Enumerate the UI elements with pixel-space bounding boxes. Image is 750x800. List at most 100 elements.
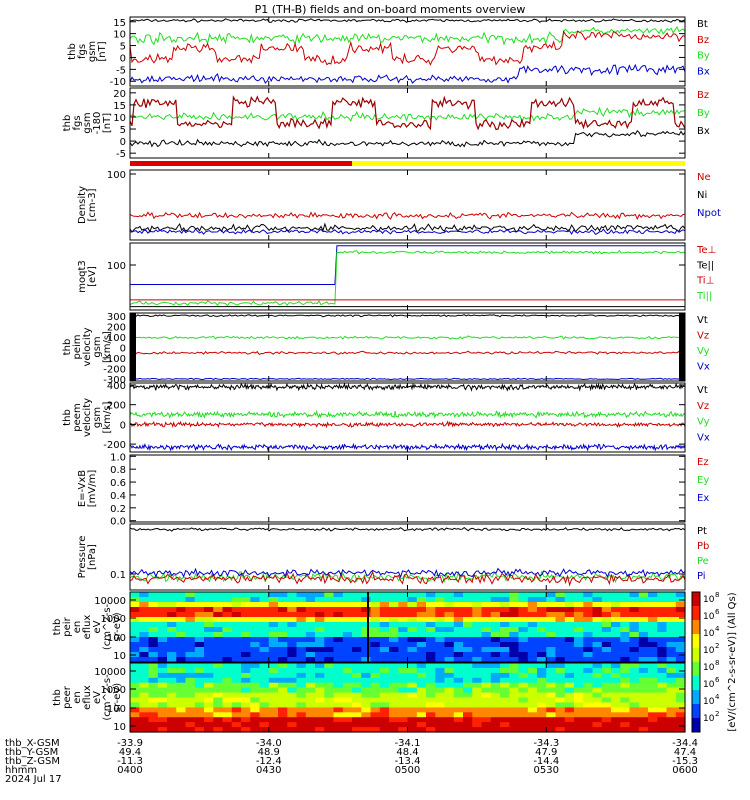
heat-cell — [453, 592, 464, 598]
heat-cell — [407, 663, 418, 669]
heat-cell — [370, 727, 381, 733]
heat-cell — [148, 612, 159, 618]
heat-cell — [435, 677, 446, 684]
heat-cell — [130, 722, 140, 728]
heat-cell — [629, 607, 640, 613]
heat-cell — [453, 637, 464, 643]
heat-cell — [315, 682, 325, 689]
heat-cell — [657, 607, 668, 613]
heat-cell — [176, 632, 187, 638]
heat-cell — [139, 592, 150, 598]
heat-cell — [453, 722, 464, 728]
heat-cell — [601, 647, 612, 653]
heat-cell — [592, 627, 603, 633]
heat-cell — [490, 712, 501, 718]
heat-cell — [564, 637, 575, 643]
heat-cell — [176, 637, 187, 643]
heat-cell — [416, 637, 427, 643]
heat-cell — [130, 612, 140, 618]
heat-cell — [592, 647, 603, 653]
heat-cell — [666, 692, 677, 699]
heat-cell — [315, 652, 325, 658]
heat-cell — [305, 652, 316, 658]
heat-cell — [352, 692, 362, 699]
heat-cell — [139, 632, 150, 638]
ylabel: eV — [92, 620, 103, 633]
heat-cell — [352, 592, 362, 598]
heat-cell — [583, 727, 594, 733]
heat-cell — [527, 647, 538, 653]
heat-cell — [268, 627, 279, 633]
heat-cell — [527, 607, 538, 613]
heat-cell — [361, 692, 372, 699]
heat-cell — [194, 697, 205, 703]
heat-cell — [370, 632, 381, 638]
heat-cell — [305, 597, 316, 603]
heat-cell — [167, 612, 177, 618]
heat-cell — [287, 637, 298, 643]
heat-cell — [666, 647, 677, 653]
heat-cell — [537, 657, 547, 663]
heat-cell — [601, 677, 612, 684]
time-row-value: -13.4 — [395, 756, 421, 767]
heat-cell — [361, 597, 372, 603]
heat-cell — [213, 602, 224, 608]
heat-cell — [324, 697, 335, 703]
heat-cell — [509, 717, 520, 723]
heat-cell — [176, 617, 187, 623]
heat-cell — [620, 597, 631, 603]
heat-cell — [213, 682, 224, 689]
heat-cell — [555, 677, 566, 684]
ylabel: thb — [67, 43, 78, 60]
heat-cell — [426, 722, 436, 728]
heat-cell — [657, 677, 668, 684]
heat-cell — [268, 727, 279, 733]
heat-cell — [379, 722, 390, 728]
heat-cell — [629, 637, 640, 643]
heat-cell — [241, 657, 251, 663]
heat-cell — [296, 663, 307, 669]
heat-cell — [592, 607, 603, 613]
heat-cell — [481, 672, 492, 679]
heat-cell — [426, 702, 436, 708]
heat-cell — [379, 687, 390, 694]
heat-cell — [278, 657, 288, 663]
heat-cell — [453, 622, 464, 628]
heat-cell — [564, 663, 575, 669]
time-row-label: hhmm — [5, 765, 37, 776]
heat-cell — [250, 667, 261, 674]
heat-cell — [592, 667, 603, 674]
heat-cell — [278, 602, 288, 608]
heat-cell — [157, 632, 168, 638]
heat-cell — [342, 663, 353, 669]
heat-cell — [453, 617, 464, 623]
heat-cell — [194, 652, 205, 658]
heat-cell — [296, 617, 307, 623]
heat-cell — [453, 627, 464, 633]
ytick-label: -10 — [110, 77, 126, 88]
ylabel: Density — [77, 186, 88, 224]
heat-cell — [130, 647, 140, 653]
heat-cell — [601, 707, 612, 713]
heat-cell — [278, 677, 288, 684]
heat-cell — [139, 642, 150, 648]
colorbar-step — [692, 592, 700, 607]
heat-cell — [638, 677, 649, 684]
heat-cell — [611, 707, 621, 713]
heat-cell — [379, 702, 390, 708]
heat-cell — [648, 702, 658, 708]
heat-cell — [416, 663, 427, 669]
heat-cell — [527, 657, 538, 663]
heat-cell — [176, 722, 187, 728]
heat-cell — [657, 727, 668, 733]
heat-cell — [601, 597, 612, 603]
heat-cell — [416, 602, 427, 608]
heat-cell — [315, 722, 325, 728]
heat-cell — [537, 592, 547, 598]
heat-cell — [352, 652, 362, 658]
heat-cell — [546, 717, 557, 723]
ylabel: [cm-3] — [87, 188, 98, 221]
heat-cell — [185, 602, 196, 608]
colorbar-step — [692, 648, 700, 663]
heat-cell — [675, 722, 686, 728]
